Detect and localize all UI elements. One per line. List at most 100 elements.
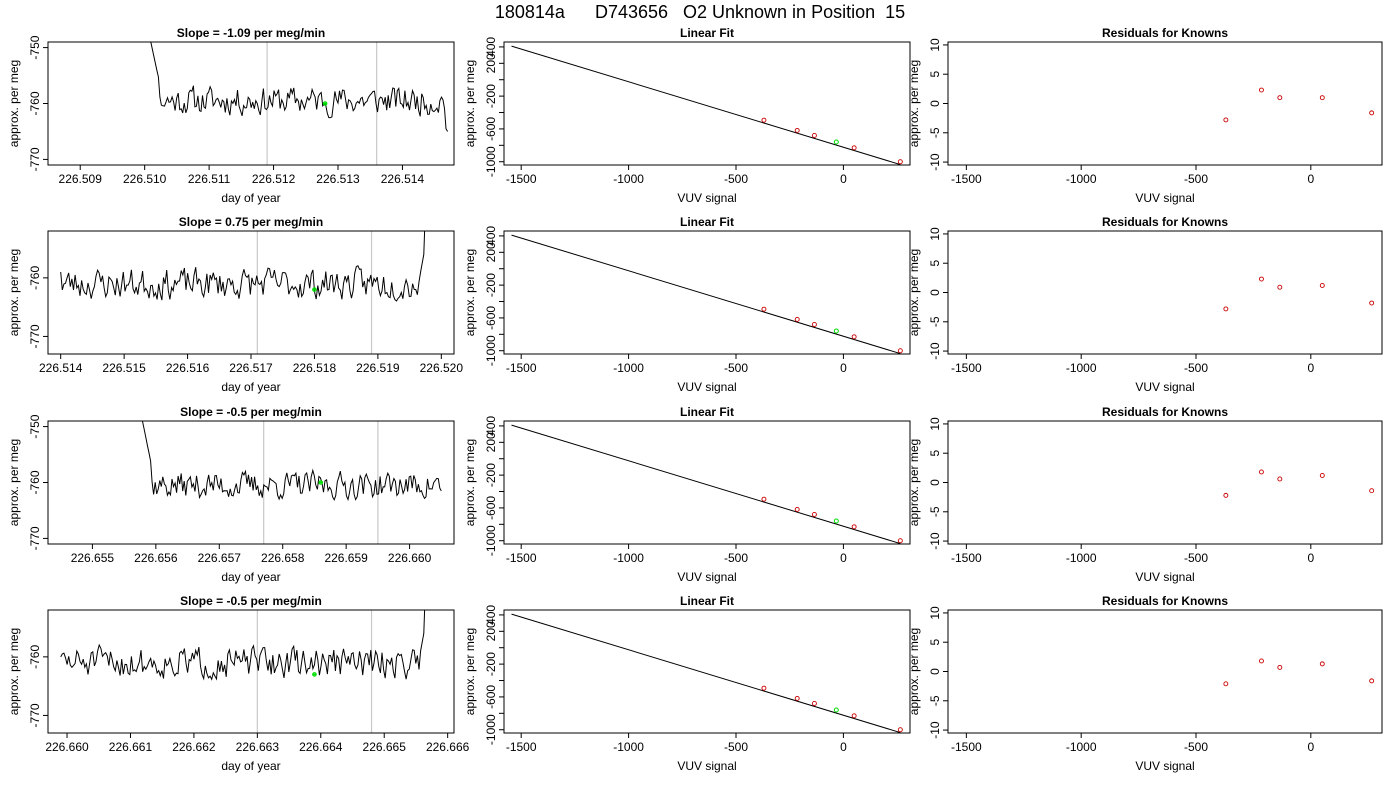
x-axis-label: day of year <box>221 380 280 394</box>
y-axis-label: approx. per meg <box>907 60 921 147</box>
y-axis-label: approx. per meg <box>7 439 21 526</box>
known-point <box>761 685 767 691</box>
y-tick-label: 5 <box>928 450 942 457</box>
x-tick-label: -1500 <box>951 361 982 375</box>
y-tick-label: -1000 <box>484 146 498 177</box>
residual-point <box>1369 110 1375 116</box>
x-axis-label: VUV signal <box>677 570 736 584</box>
fit-line <box>511 45 901 165</box>
plot-frame <box>947 41 1383 166</box>
y-tick-label: -1000 <box>484 335 498 366</box>
plot-frame <box>47 41 455 166</box>
panel-row2-resid: Residuals for Knowns -1500 -1000 -500 0 -10 -5… <box>907 215 1383 394</box>
panel-row1-time: Slope = -1.09 per meg/min 226.509 226.510 2… <box>7 26 455 205</box>
known-point <box>794 127 800 133</box>
panel-row4-time: Slope = -0.5 per meg/min 226.660 226.661 22… <box>7 594 470 773</box>
x-axis-label: day of year <box>221 191 280 205</box>
y-axis-label: approx. per meg <box>7 249 21 336</box>
x-tick-label: -1500 <box>506 361 537 375</box>
y-tick-label: 400 <box>484 37 498 57</box>
known-point <box>794 695 800 701</box>
residual-point <box>1319 95 1325 101</box>
x-tick-label: 226.512 <box>252 172 296 186</box>
plot-data <box>511 424 903 544</box>
y-axis-label: approx. per meg <box>463 249 477 336</box>
known-point <box>811 512 817 517</box>
panel-title: Slope = 0.75 per meg/min <box>179 215 323 229</box>
residual-point <box>1258 276 1264 282</box>
y-tick-label: 400 <box>484 605 498 625</box>
x-tick-label: 0 <box>840 740 847 754</box>
known-point <box>761 117 767 123</box>
panel-row1-resid: Residuals for Knowns -1500 -1000 -500 0 -10 -5… <box>907 26 1383 205</box>
x-tick-label: 226.514 <box>381 172 425 186</box>
known-point <box>851 145 857 151</box>
known-point <box>897 538 903 544</box>
residual-point <box>1319 473 1325 478</box>
panel-title: Residuals for Knowns <box>1102 594 1228 608</box>
y-tick-label: 400 <box>484 226 498 246</box>
y-axis-label: approx. per meg <box>7 60 21 147</box>
series-trace <box>60 231 426 302</box>
x-tick-label: -500 <box>724 361 748 375</box>
residual-point <box>1223 681 1229 687</box>
x-axis-label: VUV signal <box>677 380 736 394</box>
y-tick-label: -200 <box>484 463 498 487</box>
y-tick-label: -5 <box>928 695 942 706</box>
x-axis-label: VUV signal <box>1135 759 1194 773</box>
unknown-point <box>833 139 839 145</box>
panel-row2-fit: Linear Fit -1500 -1000 -500 0 -1000 -600 -200 20… <box>463 215 911 394</box>
x-tick-label: 0 <box>1307 551 1314 565</box>
residual-point <box>1319 661 1325 667</box>
panel-title: Linear Fit <box>680 405 734 419</box>
x-tick-label: -1000 <box>1066 172 1097 186</box>
y-tick-label: 0 <box>928 479 942 486</box>
plot-frame <box>503 420 911 545</box>
x-tick-label: 226.655 <box>71 551 115 565</box>
x-tick-label: 226.511 <box>188 172 231 186</box>
unknown-point <box>833 707 839 713</box>
x-tick-label: -1000 <box>1066 740 1097 754</box>
x-tick-label: 226.660 <box>388 551 432 565</box>
residual-point <box>1369 678 1375 684</box>
y-tick-label: 200 <box>484 432 498 452</box>
y-axis-label: approx. per meg <box>907 628 921 715</box>
x-tick-label: -500 <box>724 172 748 186</box>
plot-data <box>150 42 449 132</box>
unknown-marker-point <box>322 101 328 106</box>
panel-row4-fit: Linear Fit -1500 -1000 -500 0 -1000 -600 -200 20… <box>463 594 911 773</box>
x-tick-label: -500 <box>1184 361 1208 375</box>
x-tick-label: 226.519 <box>356 361 400 375</box>
x-tick-label: 226.657 <box>198 551 242 565</box>
residual-point <box>1319 283 1325 288</box>
known-point <box>851 713 857 719</box>
y-tick-label: -10 <box>928 342 942 360</box>
panel-title: Residuals for Knowns <box>1102 26 1228 40</box>
y-tick-label: -770 <box>28 147 42 171</box>
known-point <box>897 159 903 165</box>
residual-point <box>1223 117 1229 123</box>
x-tick-label: 226.510 <box>123 172 167 186</box>
y-tick-label: -200 <box>484 652 498 676</box>
panel-title: Slope = -0.5 per meg/min <box>180 594 322 608</box>
y-tick-label: -770 <box>28 324 42 348</box>
plot-data <box>511 613 903 733</box>
y-tick-label: -760 <box>28 91 42 115</box>
x-tick-label: 226.666 <box>426 740 470 754</box>
plot-data <box>1223 658 1375 687</box>
y-axis-label: approx. per meg <box>7 628 21 715</box>
x-tick-label: 0 <box>1307 172 1314 186</box>
figure-title: 180814a D743656 O2 Unknown in Position 1… <box>494 2 906 22</box>
plot-data <box>141 421 442 502</box>
panel-title: Linear Fit <box>680 26 734 40</box>
residual-point <box>1277 95 1283 101</box>
plot-data <box>511 45 903 165</box>
y-tick-label: 10 <box>928 417 942 431</box>
y-axis-label: approx. per meg <box>907 249 921 336</box>
x-tick-label: 0 <box>840 172 847 186</box>
y-tick-label: 5 <box>928 71 942 78</box>
panel-row3-time: Slope = -0.5 per meg/min 226.655 226.656 22… <box>7 405 455 584</box>
residual-point <box>1277 284 1283 290</box>
y-axis-label: approx. per meg <box>463 439 477 526</box>
